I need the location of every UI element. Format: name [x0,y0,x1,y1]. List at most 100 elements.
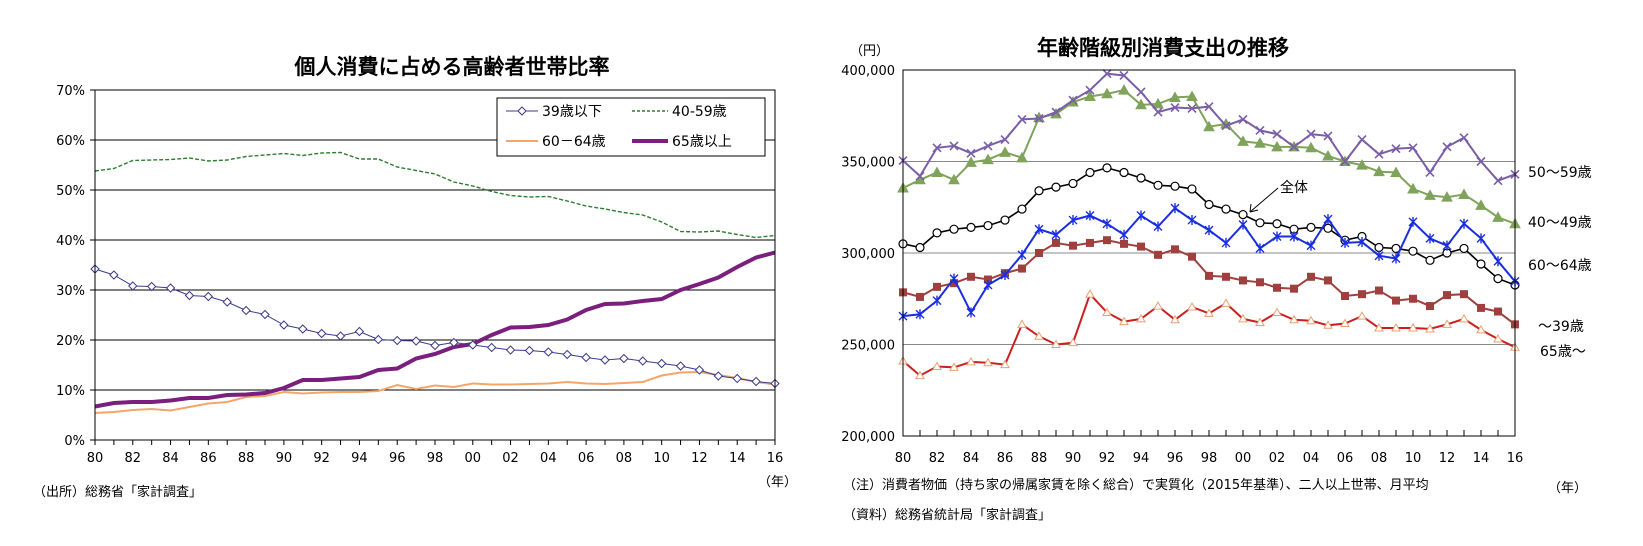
right-point-5 [1357,311,1367,320]
right-gridlines [903,161,1515,345]
right-point-1 [1135,98,1147,110]
left-x-tick: 90 [276,451,293,466]
left-chart-title: 個人消費に占める高齢者世帯比率 [294,55,610,79]
right-point-0 [1000,134,1010,145]
right-x-tick: 14 [1473,451,1490,466]
right-point-5 [1102,307,1112,316]
legend-label-65: 65歳以上 [672,134,732,150]
legend-box [496,97,766,157]
right-point-1 [999,146,1011,157]
right-point-1 [1305,141,1317,153]
right-point-3 [1051,229,1061,240]
right-point-3 [1323,214,1333,225]
right-point-4 [916,292,924,301]
right-x-tick: 98 [1201,451,1218,466]
right-point-0 [1272,129,1282,139]
right-point-3 [949,273,959,284]
left-series-lines [90,151,780,414]
right-point-0 [1391,144,1401,154]
right-point-0 [1068,95,1078,105]
right-point-5 [1425,323,1435,333]
right-point-2 [1459,243,1469,254]
right-point-4 [1460,290,1468,299]
right-point-2 [932,228,942,238]
right-point-3 [1357,237,1367,248]
label-60-64: 60～64歳 [1528,258,1592,274]
right-point-2 [1272,219,1282,229]
right-point-1 [1390,166,1402,177]
right-point-4 [1477,303,1485,312]
right-point-4 [1239,276,1247,285]
right-point-1 [1492,211,1504,222]
right-point-2 [1085,167,1095,178]
right-point-5 [1238,313,1248,323]
left-chart: 個人消費に占める高齢者世帯比率 0%10%20%30%40%50%60%70% … [33,55,797,500]
annotation-arrow [1249,187,1279,213]
right-point-2 [1187,184,1197,194]
right-point-5 [1459,313,1469,323]
right-point-4 [1188,252,1196,261]
right-point-4 [933,282,941,291]
right-point-0 [1136,87,1146,97]
right-point-5 [1374,323,1384,332]
right-point-3 [1102,218,1112,229]
right-point-4 [1205,271,1213,280]
right-point-2 [1102,163,1112,173]
right-point-4 [1358,290,1366,299]
right-point-1 [1424,189,1436,200]
right-point-3 [1187,215,1197,226]
left-point-39 [128,281,138,291]
left-point-39 [146,281,157,292]
left-point-39 [222,297,232,307]
annotation-overall: 全体 [1249,179,1308,213]
right-point-2 [1000,215,1010,225]
right-point-0 [1238,114,1248,124]
right-point-0 [1153,107,1163,117]
right-point-3 [1153,221,1163,232]
right-point-2 [1408,246,1418,256]
right-point-3 [1119,229,1129,240]
right-point-0 [1442,142,1452,152]
right-point-2 [915,242,925,253]
right-point-4 [1273,283,1281,292]
right-point-3 [1204,225,1214,236]
right-point-0 [1408,143,1418,153]
right-note: （注）消費者物価（持ち家の帰属家賃を除く総合）で実質化（2015年基準）、二人以… [843,477,1429,493]
right-point-1 [1441,191,1453,202]
right-point-5 [1153,301,1163,310]
right-point-1 [948,173,960,185]
legend-label-39: 39歳以下 [542,104,602,120]
right-point-4 [1375,286,1383,295]
right-point-2 [1221,204,1231,214]
annotation-arrowhead [1249,203,1259,213]
right-point-1 [1186,90,1198,102]
left-x-tick-labels: 80 82 84 86 88 90 92 94 96 98 00 02 04 06 08 10 12 14 16 [87,440,783,466]
left-x-tick: 14 [729,451,746,466]
right-point-4 [1307,272,1315,281]
right-chart: 年齢階級別消費支出の推移 （円） 200,000 250,000 300,000 35… [841,36,1591,523]
right-x-tick-labels: 80 82 84 86 88 90 92 94 96 98 00 02 04 06 08 10 12 14 16 [895,430,1523,466]
left-point-39 [298,324,308,334]
left-y-tick: 50% [56,184,85,199]
right-point-5 [1340,318,1350,327]
right-point-0 [1017,114,1027,124]
right-point-2 [1238,209,1248,220]
right-point-3 [1255,243,1265,254]
left-point-39 [335,331,346,341]
right-point-5 [966,356,976,366]
right-point-1 [931,166,943,177]
right-point-3 [915,309,925,320]
right-point-0 [1255,125,1265,135]
left-point-39 [411,336,421,346]
left-y-tick: 40% [56,234,85,249]
right-point-3 [1085,210,1095,221]
right-y-tick: 250,000 [841,339,895,354]
right-point-1 [1373,165,1385,177]
left-point-39 [449,337,459,348]
right-chart-title: 年齢階級別消費支出の推移 [1037,36,1289,60]
legend-label-40-59: 40-59歳 [672,104,727,120]
right-point-4 [1290,284,1298,293]
right-point-4 [984,275,992,284]
left-point-39 [316,328,327,339]
